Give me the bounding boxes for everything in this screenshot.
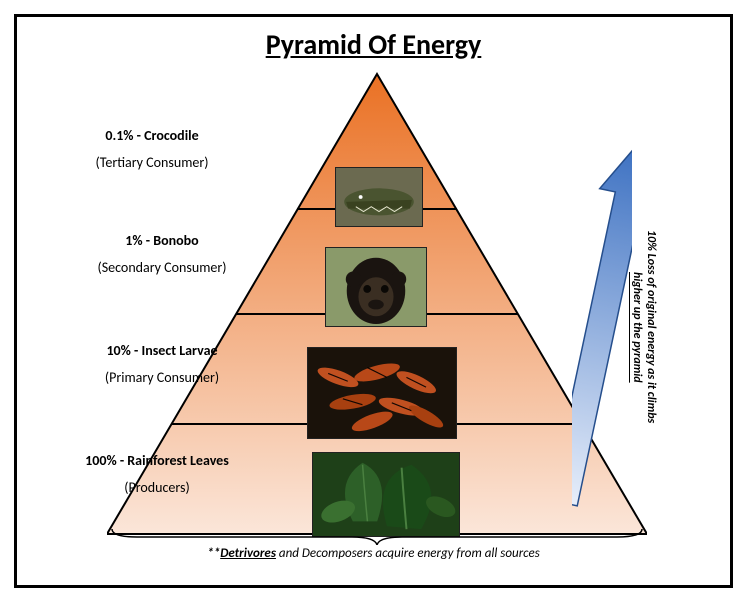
diagram-title: Pyramid Of Energy xyxy=(17,27,730,62)
brace-icon xyxy=(107,527,647,545)
arrow-icon xyxy=(572,137,632,507)
arrow-label: 10% Loss of original energy as it climbs… xyxy=(642,197,658,457)
image-crocodile xyxy=(335,167,423,227)
diagram-frame: Pyramid Of Energy 0.1% - Crocodile (Tert… xyxy=(14,14,733,588)
level-label-secondary: 1% - Bonobo (Secondary Consumer) xyxy=(87,232,237,276)
footnote: **Detrivores and Decomposers acquire ene… xyxy=(17,546,730,561)
level-label-producers: 100% - Rainforest Leaves (Producers) xyxy=(57,452,257,496)
energy-arrow: 10% Loss of original energy as it climbs… xyxy=(572,137,702,507)
image-insect-larvae xyxy=(307,347,457,439)
image-rainforest-leaves xyxy=(312,452,460,537)
level-label-tertiary: 0.1% - Crocodile (Tertiary Consumer) xyxy=(72,127,232,171)
image-bonobo xyxy=(325,247,427,327)
level-label-primary: 10% - Insect Larvae (Primary Consumer) xyxy=(77,342,247,386)
